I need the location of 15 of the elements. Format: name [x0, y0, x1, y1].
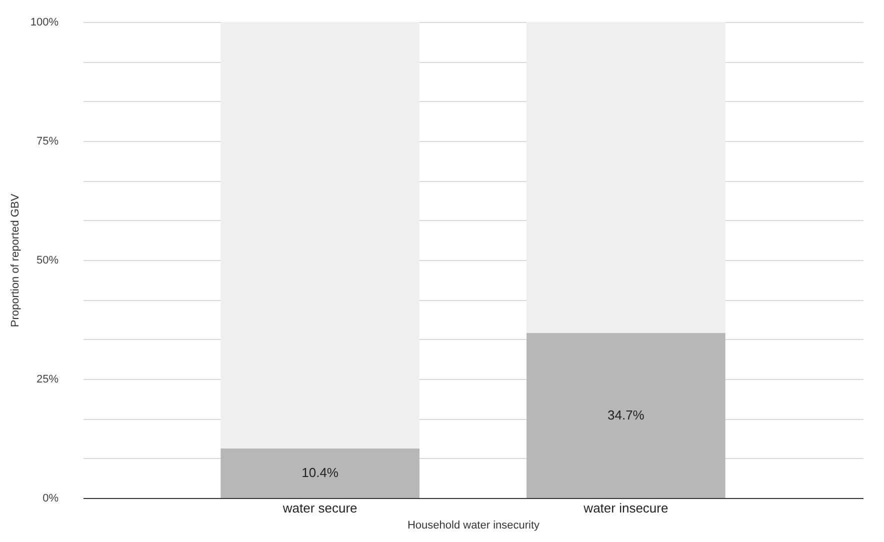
bar — [220, 22, 420, 448]
data-label: 10.4% — [302, 465, 339, 480]
x-tick-label: water secure — [282, 500, 358, 516]
x-axis-title: Household water insecurity — [407, 520, 540, 532]
bar — [220, 448, 420, 498]
y-tick-label: 75% — [36, 136, 59, 148]
bar — [526, 22, 726, 333]
y-tick-label: 0% — [42, 492, 59, 504]
y-axis-title: Proportion of reported GBV — [9, 193, 22, 328]
bar — [526, 332, 726, 498]
y-tick-label: 25% — [36, 374, 59, 386]
x-tick-label: water insecure — [582, 500, 668, 516]
y-tick-label: 50% — [36, 254, 59, 266]
data-label: 34.7% — [608, 407, 645, 422]
y-tick-label: 100% — [30, 16, 59, 28]
